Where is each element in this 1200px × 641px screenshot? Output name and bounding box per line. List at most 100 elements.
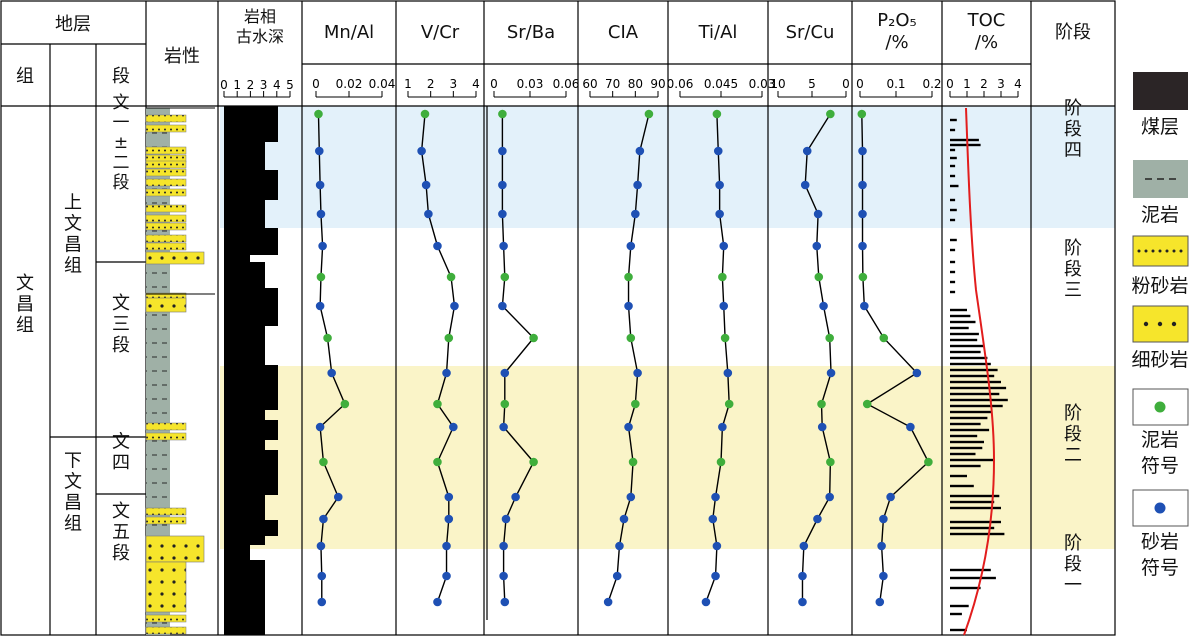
sample-point <box>626 333 636 343</box>
panel-axes: 0 0.02 0.04 1 2 3 4 0 0.03 0.06 60 70 80 90 0.06 0.045 0… <box>312 77 1022 98</box>
toc-bar <box>950 148 956 152</box>
sample-point <box>718 422 727 432</box>
toc-bar <box>950 532 1005 536</box>
toc-trend-curve <box>963 107 996 636</box>
panel-tick-label: 0.045 <box>704 77 738 91</box>
toc-bar <box>950 410 993 414</box>
facies-tick-label: 5 <box>286 78 294 92</box>
sample-point <box>798 571 807 581</box>
facies-tick-label: 4 <box>273 78 281 92</box>
sample-point <box>701 597 711 607</box>
sample-point <box>720 333 730 343</box>
panel-title: Ti/Al <box>698 22 738 43</box>
sample-point <box>862 399 872 409</box>
sample-point <box>315 422 325 432</box>
siltstone-bed <box>145 516 187 525</box>
sample-point <box>316 209 326 219</box>
sample-point <box>719 301 729 311</box>
panel-series <box>314 106 933 620</box>
toc-bar <box>950 174 956 178</box>
panel-tick-label: 0 <box>856 77 864 91</box>
sample-point <box>421 180 431 190</box>
sample-point <box>879 333 889 343</box>
toc-bar <box>950 280 956 284</box>
sample-point <box>315 301 325 311</box>
facies-tick-label: 2 <box>247 78 255 92</box>
sample-point <box>442 571 451 581</box>
fine-sandstone-bed <box>145 251 205 265</box>
sample-point <box>879 571 888 581</box>
panel-tick-label: 0.02 <box>336 77 363 91</box>
sample-point <box>624 422 633 432</box>
toc-bar <box>950 452 976 456</box>
siltstone-bed <box>145 432 187 441</box>
stratigraphy-labels: 文昌组 上文昌组 下文昌组 文一±二段 文三段 文四 文五段 <box>16 93 130 564</box>
subformation-lower: 下文昌组 <box>64 451 82 535</box>
panel-tick-label: 0 <box>490 77 498 91</box>
siltstone-bed <box>145 160 187 169</box>
toc-bar <box>950 198 956 202</box>
member-wen4: 文四 <box>112 432 130 474</box>
stage-four: 阶段四 <box>1064 98 1082 161</box>
sample-point <box>340 399 350 409</box>
panel-tick-label: 0 <box>842 77 850 91</box>
header-facies-2: 古水深 <box>236 27 284 46</box>
siltstone-bed <box>145 124 187 133</box>
column-headers: 地层 组 段 岩性 岩相 古水深 阶段 <box>16 7 1091 87</box>
siltstone-bed <box>145 214 187 223</box>
sample-point <box>333 492 343 502</box>
sample-point <box>802 146 812 156</box>
toc-bar <box>950 440 984 444</box>
panel-tick-label: 0.03 <box>749 77 776 91</box>
sample-point <box>633 368 642 378</box>
toc-bar <box>950 344 984 348</box>
sample-point <box>449 422 458 432</box>
legend-coal-swatch <box>1133 72 1188 110</box>
siltstone-bed <box>145 146 187 155</box>
toc-bar <box>950 576 996 580</box>
toc-bar <box>950 138 979 142</box>
header-stratum: 地层 <box>55 14 91 35</box>
sample-point <box>879 514 888 524</box>
sample-point <box>442 541 451 551</box>
member-wen1-2: 文一±二段 <box>113 93 130 193</box>
sample-point <box>499 541 508 551</box>
sample-point <box>450 301 459 311</box>
legend-finesand-label: 细砂岩 <box>1131 349 1188 371</box>
sample-point <box>442 368 451 378</box>
facies-tick-label: 0 <box>220 78 228 92</box>
toc-bar <box>950 326 969 330</box>
panel-tick-label: 0.03 <box>517 77 544 91</box>
sample-point <box>708 514 718 524</box>
sample-point <box>712 541 722 551</box>
siltstone-bed <box>145 234 187 243</box>
toc-bar <box>950 350 981 354</box>
panel-tick-label: 70 <box>605 77 620 91</box>
stage-two: 阶段二 <box>1064 403 1082 466</box>
sample-point <box>315 180 325 190</box>
sample-point <box>825 333 834 343</box>
toc-bar <box>950 628 967 632</box>
sample-point <box>711 492 720 502</box>
sample-point <box>317 597 327 607</box>
stage-one: 阶段一 <box>1064 533 1082 596</box>
siltstone-bed <box>145 507 187 516</box>
panel-tick-label: 60 <box>582 77 597 91</box>
toc-bar <box>950 398 1008 402</box>
toc-bar <box>950 260 956 264</box>
sample-point <box>813 209 823 219</box>
sample-point <box>444 333 454 343</box>
siltstone-bed <box>145 242 187 251</box>
sample-point <box>612 571 622 581</box>
toc-bar <box>950 474 967 478</box>
toc-bar <box>950 392 1000 396</box>
toc-bar <box>950 428 990 432</box>
siltstone-bed <box>145 422 187 431</box>
siltstone-bed <box>145 204 187 213</box>
toc-bar <box>950 380 1001 384</box>
member-wen5: 文五段 <box>112 501 130 564</box>
sample-point <box>624 272 633 282</box>
